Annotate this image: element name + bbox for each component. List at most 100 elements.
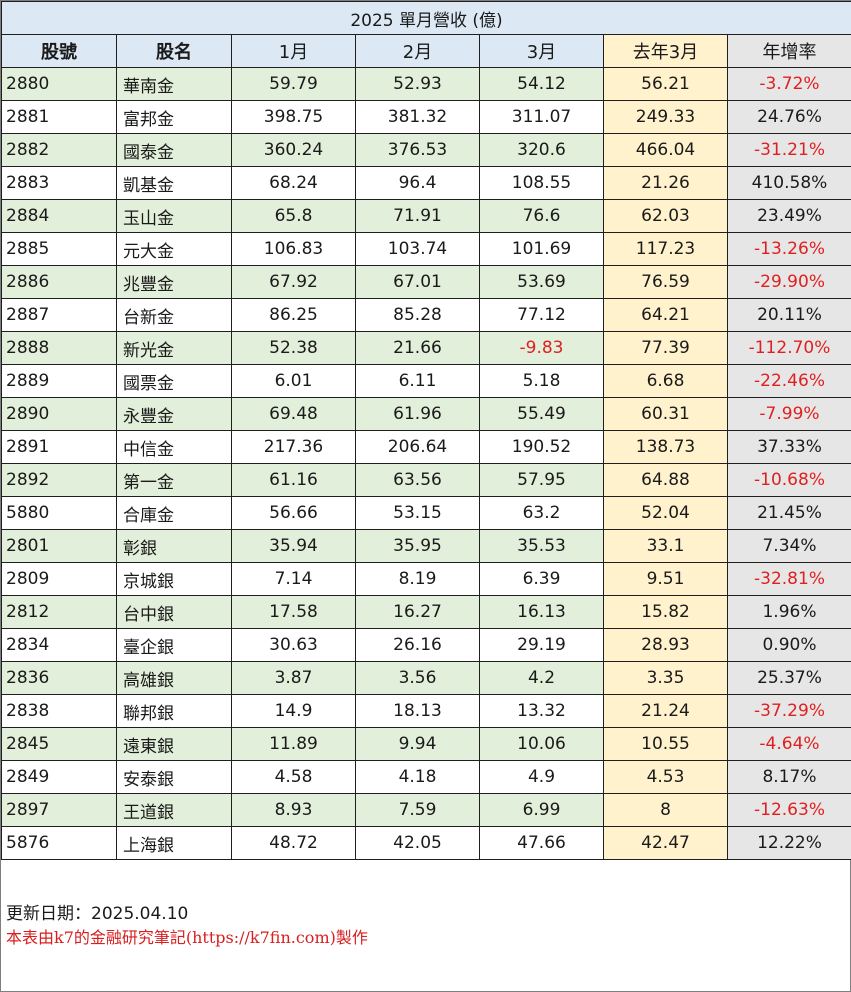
cell-month-2: 7.59 xyxy=(355,793,480,827)
cell-month-3: -9.83 xyxy=(479,331,604,365)
header-month-2: 2月 xyxy=(355,34,480,68)
cell-month-1: 61.16 xyxy=(231,463,356,497)
cell-name: 玉山金 xyxy=(116,199,232,233)
cell-yoy: -7.99% xyxy=(727,397,851,431)
table-title: 2025 單月營收 (億) xyxy=(1,1,851,35)
cell-month-2: 18.13 xyxy=(355,694,480,728)
cell-prev-year: 42.47 xyxy=(603,826,728,860)
cell-code: 2836 xyxy=(1,661,117,695)
cell-month-2: 103.74 xyxy=(355,232,480,266)
cell-code: 2845 xyxy=(1,727,117,761)
cell-yoy: 37.33% xyxy=(727,430,851,464)
cell-month-2: 3.56 xyxy=(355,661,480,695)
cell-code: 2880 xyxy=(1,67,117,101)
cell-name: 王道銀 xyxy=(116,793,232,827)
cell-month-1: 217.36 xyxy=(231,430,356,464)
cell-month-2: 63.56 xyxy=(355,463,480,497)
table-row: 2838 聯邦銀 14.9 18.13 13.32 21.24 -37.29% xyxy=(1,694,851,728)
cell-code: 2834 xyxy=(1,628,117,662)
cell-yoy: -4.64% xyxy=(727,727,851,761)
cell-prev-year: 249.33 xyxy=(603,100,728,134)
cell-month-2: 6.11 xyxy=(355,364,480,398)
cell-month-3: 320.6 xyxy=(479,133,604,167)
cell-code: 2812 xyxy=(1,595,117,629)
cell-month-3: 57.95 xyxy=(479,463,604,497)
cell-prev-year: 3.35 xyxy=(603,661,728,695)
credit-note: 本表由k7的金融研究筆記(https://k7fin.com)製作 xyxy=(6,928,368,947)
table-row: 2897 王道銀 8.93 7.59 6.99 8 -12.63% xyxy=(1,793,851,827)
cell-name: 凱基金 xyxy=(116,166,232,200)
cell-name: 聯邦銀 xyxy=(116,694,232,728)
cell-prev-year: 9.51 xyxy=(603,562,728,596)
cell-yoy: 7.34% xyxy=(727,529,851,563)
cell-month-2: 71.91 xyxy=(355,199,480,233)
cell-name: 永豐金 xyxy=(116,397,232,431)
cell-code: 2885 xyxy=(1,232,117,266)
cell-month-2: 35.95 xyxy=(355,529,480,563)
cell-code: 2890 xyxy=(1,397,117,431)
cell-yoy: -32.81% xyxy=(727,562,851,596)
cell-name: 國票金 xyxy=(116,364,232,398)
cell-month-1: 6.01 xyxy=(231,364,356,398)
table-row: 2888 新光金 52.38 21.66 -9.83 77.39 -112.70% xyxy=(1,331,851,365)
cell-month-1: 69.48 xyxy=(231,397,356,431)
cell-month-3: 4.2 xyxy=(479,661,604,695)
cell-month-2: 9.94 xyxy=(355,727,480,761)
cell-prev-year: 33.1 xyxy=(603,529,728,563)
cell-name: 台新金 xyxy=(116,298,232,332)
cell-month-2: 85.28 xyxy=(355,298,480,332)
table-row: 2891 中信金 217.36 206.64 190.52 138.73 37.33% xyxy=(1,430,851,464)
cell-yoy: 25.37% xyxy=(727,661,851,695)
cell-code: 2883 xyxy=(1,166,117,200)
header-month-1: 1月 xyxy=(231,34,356,68)
cell-prev-year: 76.59 xyxy=(603,265,728,299)
table-row: 2881 富邦金 398.75 381.32 311.07 249.33 24.76% xyxy=(1,100,851,134)
cell-name: 彰銀 xyxy=(116,529,232,563)
header-month-3: 3月 xyxy=(479,34,604,68)
cell-month-3: 35.53 xyxy=(479,529,604,563)
cell-month-1: 4.58 xyxy=(231,760,356,794)
cell-name: 第一金 xyxy=(116,463,232,497)
cell-prev-year: 4.53 xyxy=(603,760,728,794)
cell-yoy: 23.49% xyxy=(727,199,851,233)
table-row: 2882 國泰金 360.24 376.53 320.6 466.04 -31.21% xyxy=(1,133,851,167)
cell-month-1: 14.9 xyxy=(231,694,356,728)
cell-month-3: 13.32 xyxy=(479,694,604,728)
cell-month-1: 7.14 xyxy=(231,562,356,596)
table-row: 5880 合庫金 56.66 53.15 63.2 52.04 21.45% xyxy=(1,496,851,530)
cell-code: 2886 xyxy=(1,265,117,299)
cell-month-3: 54.12 xyxy=(479,67,604,101)
cell-month-3: 77.12 xyxy=(479,298,604,332)
cell-prev-year: 15.82 xyxy=(603,595,728,629)
cell-month-1: 35.94 xyxy=(231,529,356,563)
header-name: 股名 xyxy=(116,34,232,68)
cell-name: 元大金 xyxy=(116,232,232,266)
table-row: 2809 京城銀 7.14 8.19 6.39 9.51 -32.81% xyxy=(1,562,851,596)
table-row: 2834 臺企銀 30.63 26.16 29.19 28.93 0.90% xyxy=(1,628,851,662)
table-row: 2812 台中銀 17.58 16.27 16.13 15.82 1.96% xyxy=(1,595,851,629)
cell-month-1: 48.72 xyxy=(231,826,356,860)
table-row: 2885 元大金 106.83 103.74 101.69 117.23 -13.26% xyxy=(1,232,851,266)
cell-code: 2897 xyxy=(1,793,117,827)
footer: 更新日期：2025.04.10 本表由k7的金融研究筆記(https://k7f… xyxy=(6,901,368,953)
header-code: 股號 xyxy=(1,34,117,68)
cell-yoy: -37.29% xyxy=(727,694,851,728)
cell-month-1: 398.75 xyxy=(231,100,356,134)
cell-month-2: 67.01 xyxy=(355,265,480,299)
cell-prev-year: 6.68 xyxy=(603,364,728,398)
cell-yoy: -13.26% xyxy=(727,232,851,266)
cell-name: 高雄銀 xyxy=(116,661,232,695)
cell-prev-year: 56.21 xyxy=(603,67,728,101)
cell-month-1: 106.83 xyxy=(231,232,356,266)
revenue-table: 2025 單月營收 (億) 股號 股名 1月 2月 3月 去年3月 年增率 28… xyxy=(1,1,851,860)
cell-name: 合庫金 xyxy=(116,496,232,530)
cell-yoy: -3.72% xyxy=(727,67,851,101)
table-row: 2845 遠東銀 11.89 9.94 10.06 10.55 -4.64% xyxy=(1,727,851,761)
table-row: 2884 玉山金 65.8 71.91 76.6 62.03 23.49% xyxy=(1,199,851,233)
cell-code: 2838 xyxy=(1,694,117,728)
cell-yoy: -22.46% xyxy=(727,364,851,398)
cell-code: 2889 xyxy=(1,364,117,398)
cell-month-2: 42.05 xyxy=(355,826,480,860)
cell-month-2: 53.15 xyxy=(355,496,480,530)
